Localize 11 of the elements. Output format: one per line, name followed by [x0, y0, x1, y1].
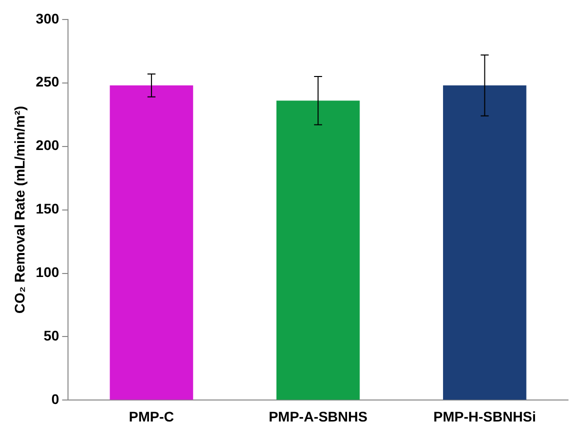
y-tick-label: 50	[44, 328, 60, 344]
y-axis-title: CO₂ Removal Rate (mL/min/m²)	[11, 106, 28, 314]
y-tick-label: 100	[36, 264, 60, 280]
y-tick-label: 150	[36, 200, 60, 217]
x-tick-label: PMP-C	[128, 408, 174, 424]
y-tick-label: 300	[36, 10, 60, 26]
y-tick-label: 200	[36, 137, 60, 154]
y-tick-label: 0	[51, 391, 60, 408]
y-tick-label: 250	[36, 74, 60, 90]
x-tick-label: PMP-A-SBNHS	[268, 408, 368, 424]
x-tick-label: PMP-H-SBNHSi	[433, 408, 536, 424]
